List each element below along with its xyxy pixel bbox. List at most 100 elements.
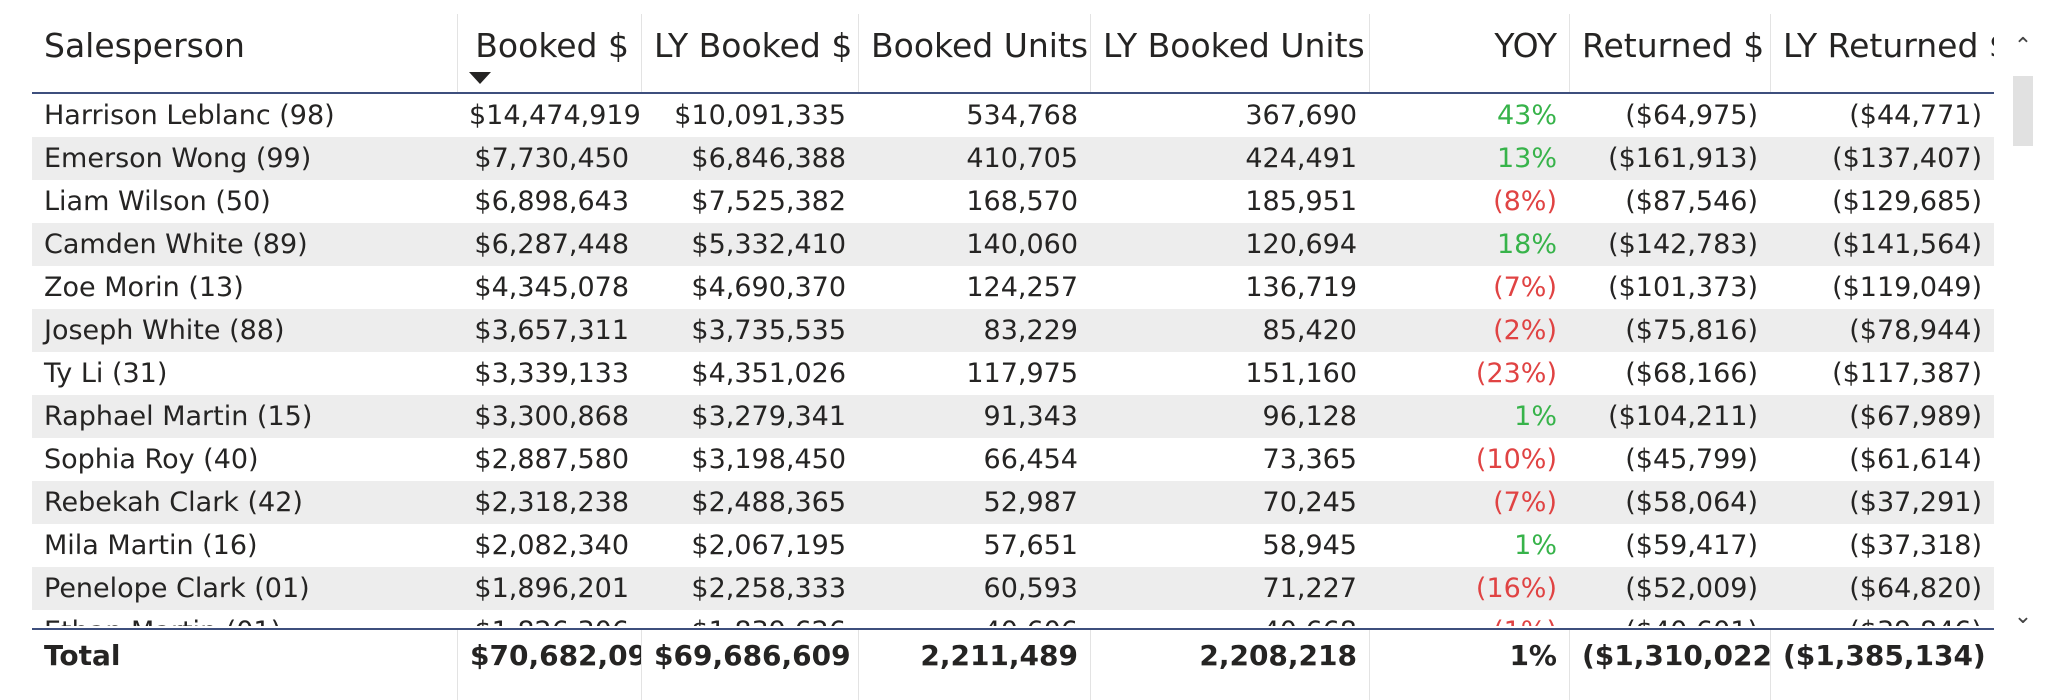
total-ly-booked: $69,686,609 [641,630,858,700]
sort-descending-icon [469,72,491,84]
yoy-cell: (7%) [1493,272,1557,303]
ly-booked-cell: $3,198,450 [691,444,846,475]
ly-returned-cell: ($39,846) [1770,610,1994,626]
table-row[interactable]: Zoe Morin (13) $4,345,078 $4,690,370 124,25… [32,266,1994,309]
ly-booked-units-cell: 73,365 [1262,444,1357,475]
column-header-ly-booked[interactable]: LY Booked $ [641,14,858,92]
table-row[interactable]: Joseph White (88) $3,657,311 $3,735,535 83,… [32,309,1994,352]
returned-cell: ($52,009) [1625,573,1758,604]
salesperson-cell: Harrison Leblanc (98) [44,100,335,131]
table-row[interactable]: Harrison Leblanc (98) $14,474,919 $10,091,… [32,94,1994,137]
total-row: Total $70,682,091 $69,686,609 2,211,489 … [32,628,1994,700]
ly-booked-cell: $2,067,195 [691,530,846,561]
table-row[interactable]: Sophia Roy (40) $2,887,580 $3,198,450 66,45… [32,438,1994,481]
salesperson-cell: Rebekah Clark (42) [44,487,303,518]
ly-returned-cell: ($119,049) [1832,272,1982,303]
returned-cell: ($59,417) [1625,530,1758,561]
ly-booked-cell: $10,091,335 [674,100,846,131]
yoy-cell: (10%) [1475,444,1557,475]
salesperson-cell: Sophia Roy (40) [44,444,259,475]
table-row[interactable]: Mila Martin (16) $2,082,340 $2,067,195 57,6… [32,524,1994,567]
returned-cell: ($142,783) [1608,229,1758,260]
salesperson-cell: Liam Wilson (50) [44,186,271,217]
ly-returned-cell: ($44,771) [1849,100,1982,131]
yoy-cell: (16%) [1475,573,1557,604]
table-row[interactable]: Penelope Clark (01) $1,896,201 $2,258,333 6… [32,567,1994,610]
table-row[interactable]: Rebekah Clark (42) $2,318,238 $2,488,365 52… [32,481,1994,524]
booked-cell: $1,826,306 [457,610,641,626]
salesperson-cell: Emerson Wong (99) [44,143,312,174]
returned-cell: ($58,064) [1625,487,1758,518]
returned-cell: ($104,211) [1608,401,1758,432]
booked-cell: $2,318,238 [474,487,629,518]
sales-matrix-table: Salesperson Booked $ LY Booked $ Booked … [32,14,1994,700]
returned-cell: ($75,816) [1625,315,1758,346]
scroll-down-icon[interactable]: ⌄ [2013,604,2033,629]
total-yoy: 1% [1369,630,1569,700]
salesperson-cell: Ty Li (31) [44,358,168,389]
ly-booked-units-cell: 40,668 [1090,610,1369,626]
table-row[interactable]: Ty Li (31) $3,339,133 $4,351,026 117,975 151… [32,352,1994,395]
column-header-booked[interactable]: Booked $ [457,14,641,92]
yoy-cell: 13% [1496,143,1557,174]
table-body[interactable]: Harrison Leblanc (98) $14,474,919 $10,091,… [32,94,1994,626]
total-booked: $70,682,091 [457,630,641,700]
ly-returned-cell: ($117,387) [1832,358,1982,389]
booked-units-cell: 140,060 [966,229,1078,260]
returned-cell: ($101,373) [1608,272,1758,303]
returned-cell: ($64,975) [1625,100,1758,131]
ly-booked-cell: $2,258,333 [691,573,846,604]
booked-cell: $3,657,311 [474,315,629,346]
column-header-returned[interactable]: Returned $ [1569,14,1770,92]
booked-cell: $7,730,450 [474,143,629,174]
booked-cell: $3,300,868 [474,401,629,432]
table-row[interactable]: Raphael Martin (15) $3,300,868 $3,279,341 9… [32,395,1994,438]
column-header-ly-booked-units[interactable]: LY Booked Units [1090,14,1369,92]
ly-booked-units-cell: 120,694 [1245,229,1357,260]
table-row[interactable]: Camden White (89) $6,287,448 $5,332,410 140… [32,223,1994,266]
ly-booked-units-cell: 58,945 [1262,530,1357,561]
booked-cell: $14,474,919 [469,100,641,131]
ly-booked-cell: $3,279,341 [691,401,846,432]
yoy-cell: (8%) [1493,186,1557,217]
table-row[interactable]: Ethan Martin (01)$1,826,306$1,839,62640,… [32,610,1994,626]
salesperson-cell: Ethan Martin (01) [32,610,457,626]
ly-returned-cell: ($129,685) [1832,186,1982,217]
booked-units-cell: 52,987 [983,487,1078,518]
ly-returned-cell: ($37,291) [1849,487,1982,518]
ly-booked-units-cell: 71,227 [1262,573,1357,604]
booked-units-cell: 60,593 [983,573,1078,604]
total-label: Total [44,639,121,672]
returned-cell: ($161,913) [1608,143,1758,174]
table-row[interactable]: Liam Wilson (50) $6,898,643 $7,525,382 168,… [32,180,1994,223]
yoy-cell: 1% [1514,401,1557,432]
vertical-scrollbar[interactable]: ⌃ ⌄ [2010,14,2036,629]
returned-cell: ($68,166) [1625,358,1758,389]
booked-units-cell: 83,229 [983,315,1078,346]
yoy-cell: (2%) [1493,315,1557,346]
ly-booked-cell: $4,690,370 [691,272,846,303]
table-row[interactable]: Emerson Wong (99) $7,730,450 $6,846,388 410… [32,137,1994,180]
ly-booked-cell: $3,735,535 [691,315,846,346]
booked-cell: $6,898,643 [474,186,629,217]
yoy-cell: 18% [1496,229,1557,260]
yoy-cell: (7%) [1493,487,1557,518]
ly-booked-cell: $6,846,388 [691,143,846,174]
ly-returned-cell: ($78,944) [1849,315,1982,346]
ly-returned-cell: ($61,614) [1849,444,1982,475]
ly-returned-cell: ($37,318) [1849,530,1982,561]
column-header-yoy[interactable]: YOY [1369,14,1569,92]
column-header-booked-label: Booked $ [475,26,629,65]
booked-units-cell: 66,454 [983,444,1078,475]
scroll-up-icon[interactable]: ⌃ [2013,34,2033,59]
column-header-ly-returned[interactable]: LY Returned $ [1770,14,1994,92]
salesperson-cell: Raphael Martin (15) [44,401,313,432]
scroll-thumb[interactable] [2013,76,2033,146]
column-header-salesperson[interactable]: Salesperson [44,26,245,65]
scroll-track[interactable] [2013,76,2033,596]
total-ly-returned: ($1,385,134) [1770,630,1994,700]
ly-returned-cell: ($141,564) [1832,229,1982,260]
column-header-booked-units[interactable]: Booked Units [858,14,1090,92]
booked-units-cell: 57,651 [983,530,1078,561]
salesperson-cell: Joseph White (88) [44,315,285,346]
